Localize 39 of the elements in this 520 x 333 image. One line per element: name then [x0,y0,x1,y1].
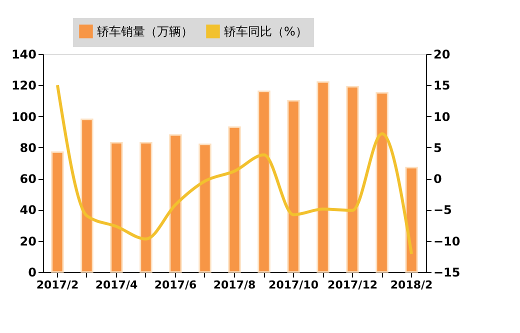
y-tick-label: 40 [20,203,36,218]
bar [376,92,388,273]
y2-tick-label: 10 [434,110,450,124]
bar [51,151,64,273]
legend-label: 轿车同比（%） [224,24,308,38]
y-tick-label: 100 [11,110,36,124]
bar [169,134,182,273]
bar [80,118,94,273]
y2-tick-label: 20 [434,48,450,62]
y2-tick-label: −15 [434,266,460,280]
y2-tick-label: 0 [434,172,442,186]
bar [346,86,359,273]
y-tick-label: 20 [20,234,36,248]
y2-tick-label: 15 [434,78,450,93]
legend-label: 轿车销量（万辆） [97,24,193,38]
y-tick-label: 60 [20,172,36,186]
bar [405,166,418,273]
bar [110,142,123,273]
x-tick-label: 2017/2 [36,278,79,292]
y2-tick-label: 5 [434,140,442,155]
x-tick-label: 2017/12 [328,278,378,292]
x-tick-label: 2017/4 [95,278,138,292]
y-tick-label: 120 [11,78,36,93]
x-tick-label: 2018/2 [390,278,433,292]
bar [287,100,300,273]
line-series [56,84,414,256]
y2-tick-label: −10 [434,234,460,248]
bar [228,126,241,273]
x-tick-label: 2017/6 [154,278,197,292]
bar [316,81,330,273]
y-tick-label: 140 [11,48,36,62]
y-tick-label: 0 [28,266,36,280]
bar [140,142,152,273]
y2-tick-label: −5 [434,203,452,218]
y-tick-label: 80 [20,140,36,155]
bar [198,144,212,273]
x-tick-label: 2017/10 [268,278,319,292]
x-tick-label: 2017/8 [213,278,256,292]
bar [258,90,270,273]
